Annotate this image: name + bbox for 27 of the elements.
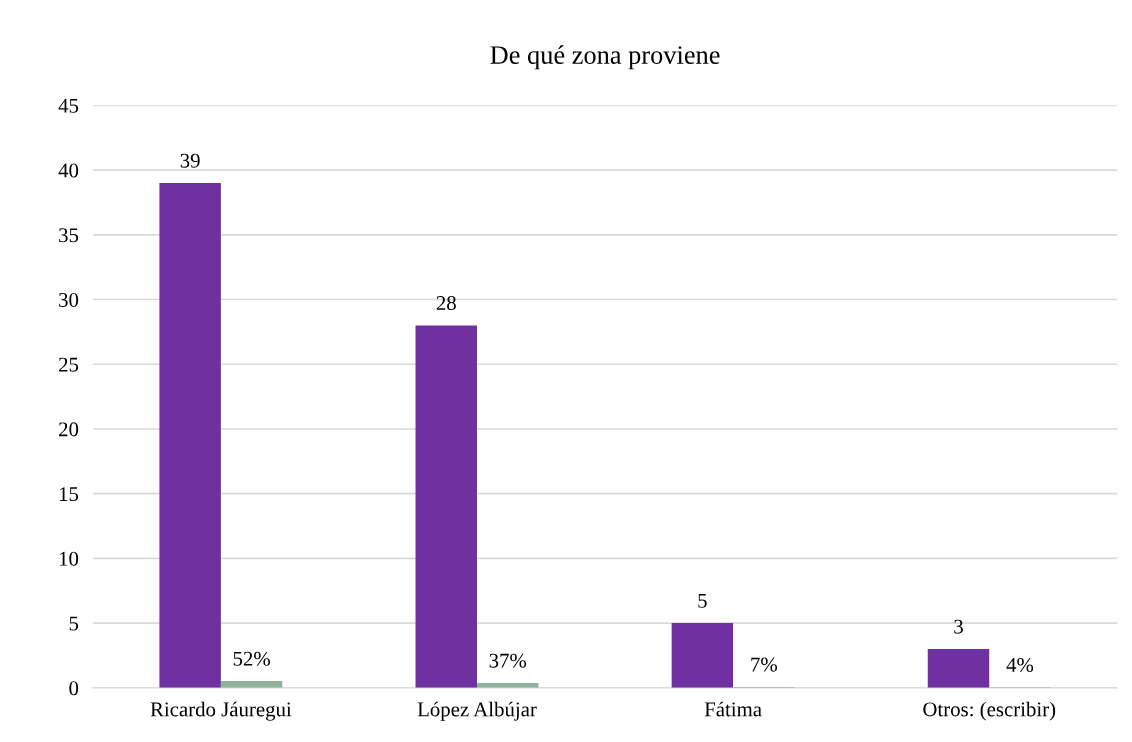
data-label: 52% bbox=[233, 651, 270, 666]
y-tick-label: 35 bbox=[59, 228, 79, 243]
bar bbox=[159, 183, 221, 688]
x-tick-label: López Albújar bbox=[417, 701, 537, 721]
data-label: 28 bbox=[436, 296, 456, 311]
x-tick-label: Ricardo Jáuregui bbox=[150, 701, 292, 721]
y-tick-label: 5 bbox=[69, 616, 79, 631]
y-tick-label: 40 bbox=[58, 163, 79, 178]
data-label: 37% bbox=[489, 653, 527, 668]
y-tick-label: 20 bbox=[59, 422, 79, 437]
data-label: 3 bbox=[954, 619, 963, 634]
y-tick-label: 15 bbox=[59, 487, 79, 502]
y-tick-label: 10 bbox=[59, 551, 79, 566]
y-tick-label: 25 bbox=[59, 357, 79, 372]
chart-title: De qué zona proviene bbox=[490, 45, 720, 70]
y-tick-label: 0 bbox=[69, 681, 79, 696]
bar bbox=[671, 623, 734, 688]
data-label: 5 bbox=[698, 593, 707, 608]
data-label: 4% bbox=[1006, 657, 1034, 673]
bar bbox=[415, 325, 477, 688]
y-tick-label: 30 bbox=[59, 292, 79, 307]
bar bbox=[927, 649, 990, 688]
x-tick-label: Otros: (escribir) bbox=[923, 701, 1056, 721]
x-tick-label: Fátima bbox=[704, 701, 762, 717]
y-tick-label: 45 bbox=[58, 98, 79, 113]
data-label: 7% bbox=[751, 657, 778, 672]
data-label: 39 bbox=[180, 153, 200, 168]
